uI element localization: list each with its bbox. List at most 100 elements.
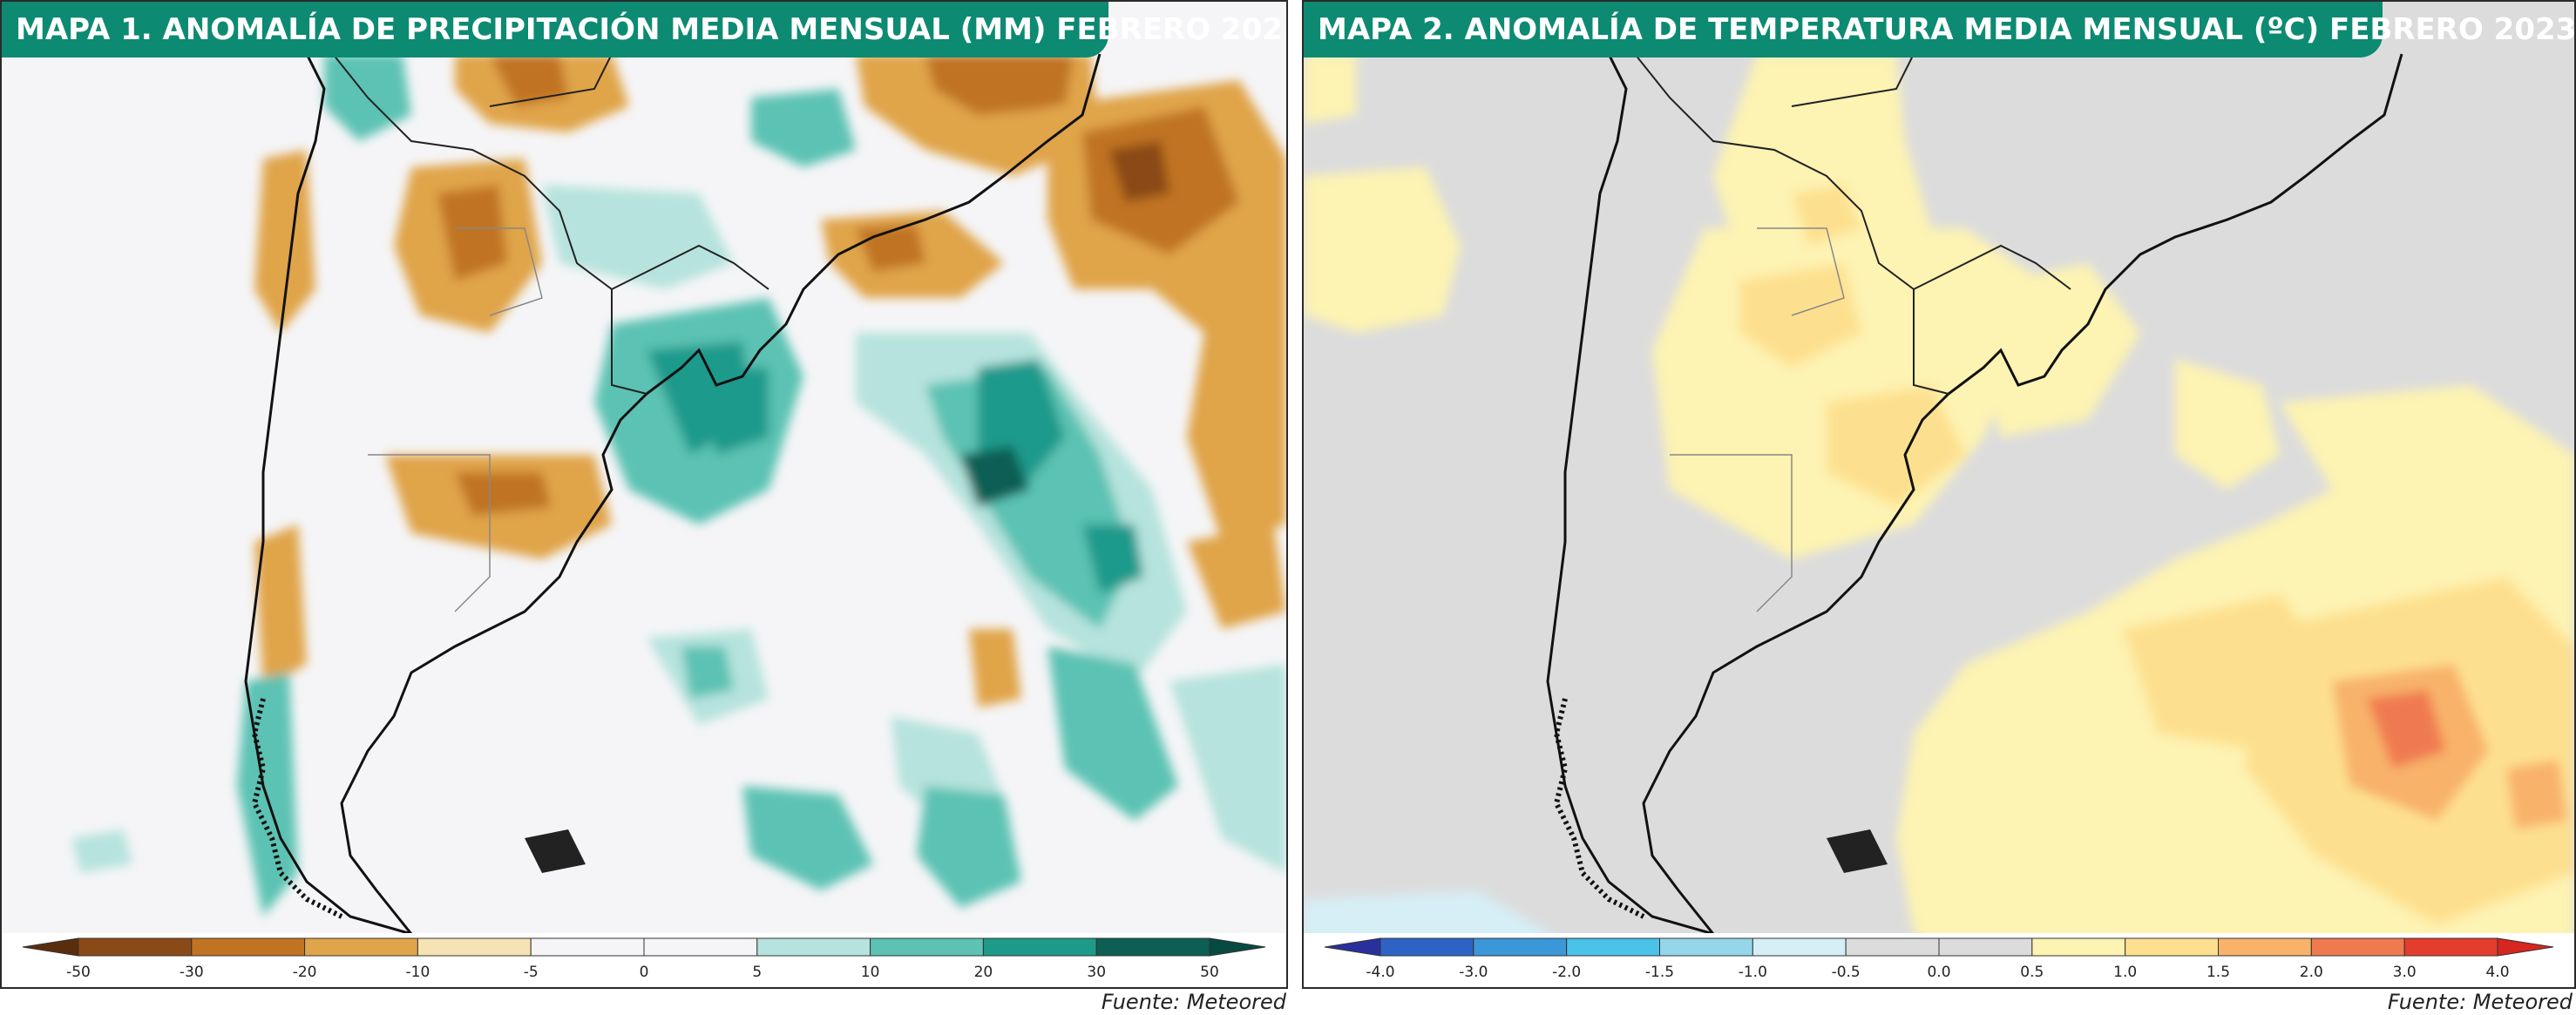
province-borders-north: [455, 227, 543, 316]
border-bolivia: [489, 53, 613, 107]
border-bolivia-2: [1791, 53, 1915, 107]
temperature-map-title: MAPA 2. ANOMALÍA DE TEMPERATURA MEDIA ME…: [1304, 2, 2574, 58]
temp-legend-label: 0.0: [1927, 964, 1950, 981]
temp-legend-swatch: [2031, 937, 2126, 957]
temp-legend-swatch: [1659, 937, 1753, 957]
temperature-map-panel: MAPA 2. ANOMALÍA DE TEMPERATURA MEDIA ME…: [1302, 0, 2576, 989]
warm-core-north: [1792, 185, 1861, 246]
precip-legend-swatch: [417, 937, 532, 957]
warm-core-pampas: [1827, 385, 1966, 507]
wet-area-paraguay: [542, 185, 734, 289]
precip-legend-label: -30: [180, 964, 204, 981]
precip-legend-swatch: [304, 937, 418, 957]
precipitation-legend: -50 -30 -20 -10 -5 0 5 10 20 30 50: [2, 933, 1286, 987]
precip-legend-label: 50: [1200, 964, 1219, 981]
temp-legend-swatch: [2310, 937, 2405, 957]
wet-area-south-sea-3: [917, 786, 1021, 908]
precip-legend-swatches: [22, 937, 1266, 957]
temp-legend-label: 4.0: [2485, 964, 2509, 981]
wet-spot-pacific: [71, 829, 132, 873]
precip-legend-cap-high: [1209, 937, 1266, 957]
temp-legend-label: 3.0: [2393, 964, 2417, 981]
temp-legend-label: -4.0: [1366, 964, 1394, 981]
precip-legend-label: 0: [640, 964, 649, 981]
border-argentina-uruguay-2: [1913, 289, 1949, 395]
precip-legend-label: -20: [293, 964, 317, 981]
precip-legend-label: 30: [1087, 964, 1106, 981]
precip-legend-label: 10: [861, 964, 880, 981]
dry-area-chile-central: [254, 524, 307, 690]
province-borders-2: [1670, 454, 1793, 612]
temp-legend-label: -0.5: [1832, 964, 1861, 981]
dry-area-andes-north: [254, 150, 315, 333]
temp-legend-labels: -4.0 -3.0 -2.0 -1.5 -1.0 -0.5 0.0 0.5 1.0 1.5 2.0 3…: [1366, 964, 2509, 981]
country-borders-north-2: [1634, 53, 2071, 291]
wet-area-brazil-west: [751, 89, 856, 167]
dry-spot-ocean: [969, 629, 1021, 707]
precipitation-map-panel: MAPA 1. ANOMALÍA DE PRECIPITACIÓN MEDIA …: [0, 0, 1288, 989]
chile-fjords-2: [1553, 698, 1645, 919]
wet-area-south-chile: [237, 673, 298, 917]
precip-legend-label: 20: [974, 964, 993, 981]
temp-legend-label: 0.5: [2020, 964, 2044, 981]
temp-legend-swatch: [1473, 937, 1568, 957]
precip-legend-swatch: [78, 937, 193, 957]
province-borders-north-2: [1757, 227, 1845, 316]
dry-core-central-argentina: [455, 472, 551, 516]
wet-core-uruguay-east: [699, 368, 769, 455]
precip-legend-swatch: [870, 937, 984, 957]
temp-legend-swatch: [2218, 937, 2312, 957]
warm-hottest-atlantic: [2367, 690, 2445, 768]
precipitation-anomaly-map: [2, 2, 1286, 987]
precip-legend-label: -50: [66, 964, 91, 981]
wet-darkcore-atlantic: [960, 446, 1030, 507]
precipitation-map-title: MAPA 1. ANOMALÍA DE PRECIPITACIÓN MEDIA …: [2, 2, 1286, 58]
country-borders-north: [332, 53, 769, 291]
province-borders: [368, 454, 491, 612]
dry-core-northeast: [925, 54, 1074, 115]
temp-legend-swatch: [1566, 937, 1660, 957]
precip-legend-swatch: [530, 937, 645, 957]
temp-legend-label: 1.5: [2207, 964, 2230, 981]
precipitation-source-credit: Fuente: Meteored: [1101, 990, 1286, 1014]
warm-area-ocean-blob: [2175, 359, 2280, 490]
precip-legend-swatch: [191, 937, 306, 957]
precip-legend-label: -10: [406, 964, 430, 981]
precip-legend-label: -5: [524, 964, 539, 981]
warm-spot-east: [2506, 760, 2567, 829]
precip-legend-swatch: [643, 937, 758, 957]
wet-area-south-sea: [742, 786, 873, 890]
warm-area-pacific: [1304, 167, 1461, 333]
precip-anomaly-fields: [71, 54, 1286, 917]
dry-darkcore-east-brazil: [1108, 141, 1169, 202]
temp-legend-swatches: [1324, 937, 2554, 957]
dry-spot-east-ocean: [1187, 524, 1286, 629]
temperature-anomaly-map: [1304, 2, 2574, 987]
dry-core-north: [490, 54, 568, 106]
precip-legend-label: 5: [752, 964, 762, 981]
border-argentina-uruguay: [611, 289, 647, 395]
temp-legend-label: 1.0: [2113, 964, 2137, 981]
temp-legend-swatch: [1380, 937, 1474, 957]
temp-legend-swatch: [2403, 937, 2498, 957]
temperature-source-credit: Fuente: Meteored: [2387, 990, 2573, 1014]
precip-legend-labels: -50 -30 -20 -10 -5 0 5 10 20 30 50: [66, 964, 1219, 981]
temp-legend-swatch: [1845, 937, 1940, 957]
wet-area-atlantic-south: [1047, 646, 1178, 821]
malvinas-islands: [525, 829, 586, 873]
south-america-coastline-2: [1546, 52, 2403, 937]
temp-legend-label: -2.0: [1552, 964, 1581, 981]
precip-legend-swatch: [1095, 937, 1210, 957]
warm-area-pacific-nw: [1304, 54, 1356, 124]
dry-core-northwest-argentina: [437, 185, 507, 281]
temp-legend-swatch: [1938, 937, 2033, 957]
temp-legend-label: 2.0: [2300, 964, 2323, 981]
wet-area-east-edge: [1169, 664, 1286, 873]
temp-legend-cap-high: [2497, 937, 2554, 957]
temp-legend-label: -1.0: [1739, 964, 1767, 981]
south-america-coastline: [244, 52, 1102, 937]
temperature-legend: -4.0 -3.0 -2.0 -1.5 -1.0 -0.5 0.0 0.5 1.0 1.5 2.0 3…: [1304, 933, 2574, 987]
wet-core-atlantic-south: [1082, 524, 1143, 594]
temp-legend-swatch: [1752, 937, 1847, 957]
temp-legend-swatch: [2125, 937, 2220, 957]
